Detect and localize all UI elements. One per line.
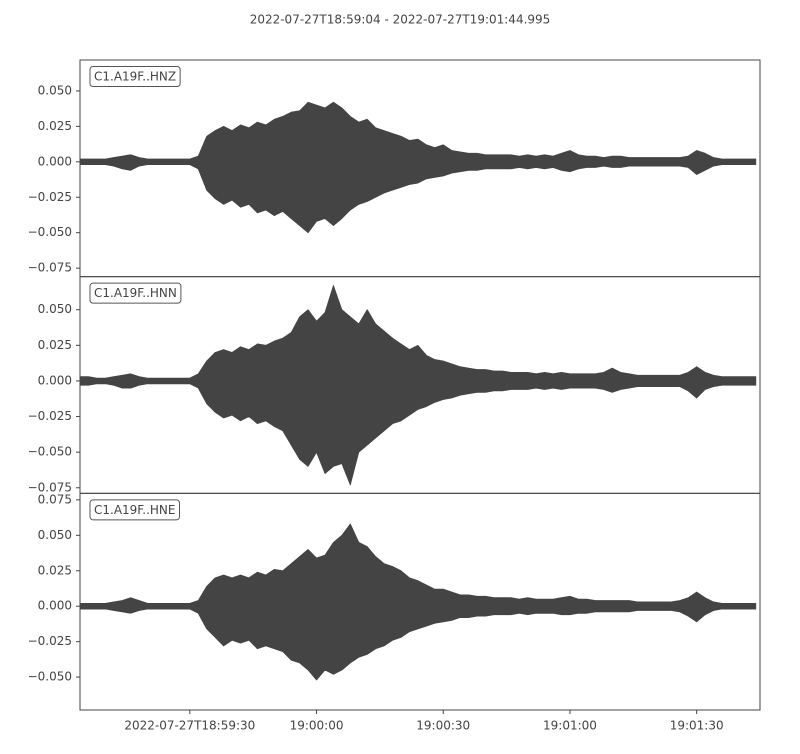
panel-label-box — [89, 499, 180, 521]
y-tick-label: −0.025 — [28, 190, 72, 204]
y-tick-label: −0.050 — [28, 225, 72, 239]
y-tick-label: −0.075 — [28, 261, 72, 275]
waveform — [79, 101, 757, 234]
panel-label-box — [89, 282, 182, 304]
y-tick-label: −0.050 — [28, 670, 72, 684]
x-tick-label: 2022-07-27T18:59:30 — [124, 719, 255, 733]
panel-label: C1.A19F..HNN — [94, 286, 177, 300]
y-tick-label: −0.075 — [28, 480, 72, 494]
y-tick-label: 0.000 — [38, 373, 72, 387]
y-tick-label: 0.000 — [38, 154, 72, 168]
y-tick-label: 0.050 — [38, 302, 72, 316]
y-tick-label: 0.025 — [38, 563, 72, 577]
x-tick-label: 19:01:30 — [670, 719, 724, 733]
y-tick-label: −0.025 — [28, 634, 72, 648]
y-tick-label: 0.050 — [38, 83, 72, 97]
x-tick-label: 19:00:30 — [416, 719, 470, 733]
y-tick-label: −0.025 — [28, 409, 72, 423]
panel-frame — [79, 492, 761, 711]
panel-label: C1.A19F..HNZ — [94, 70, 176, 84]
x-tick-label: 19:00:00 — [290, 719, 344, 733]
y-tick-label: 0.000 — [38, 599, 72, 613]
y-tick-label: 0.025 — [38, 119, 72, 133]
y-tick-label: −0.050 — [28, 445, 72, 459]
waveform — [79, 523, 757, 681]
panel-label: C1.A19F..HNE — [94, 503, 176, 517]
waveform — [79, 285, 757, 486]
y-tick-label: 0.050 — [38, 528, 72, 542]
panel-label-box — [89, 66, 181, 87]
y-tick-label: 0.075 — [38, 492, 72, 506]
chart-title: 2022-07-27T18:59:04 - 2022-07-27T19:01:4… — [250, 13, 551, 27]
x-tick-label: 19:01:00 — [543, 719, 597, 733]
y-tick-label: 0.025 — [38, 338, 72, 352]
